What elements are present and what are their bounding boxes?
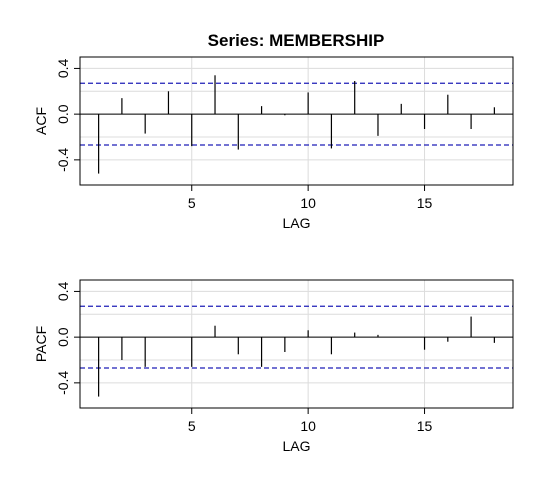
acf-plot-frame bbox=[79, 56, 514, 186]
acf-y-ticks: -0.4 0.0 0.4 bbox=[55, 58, 80, 172]
pacf-x-axis-label: LAG bbox=[282, 438, 310, 454]
pacf-x-tick-label: 5 bbox=[188, 418, 196, 434]
pacf-panel: 5 10 15 -0.4 0.0 0.4 LAG PACF bbox=[33, 279, 514, 454]
acf-y-tick-label: -0.4 bbox=[55, 148, 71, 172]
pacf-bars bbox=[98, 316, 495, 397]
acf-x-tick-label: 5 bbox=[188, 195, 196, 211]
pacf-frame bbox=[79, 279, 514, 409]
pacf-x-tick-label: 10 bbox=[300, 418, 316, 434]
acf-y-axis-label: ACF bbox=[33, 107, 49, 135]
acf-y-tick-label: 0.4 bbox=[55, 58, 71, 78]
acf-confidence-bands bbox=[80, 82, 513, 146]
pacf-y-tick-label: 0.0 bbox=[55, 327, 71, 347]
acf-panel: 5 10 15 -0.4 0.0 0.4 LAG ACF bbox=[33, 56, 514, 231]
pacf-y-axis-label: PACF bbox=[33, 326, 49, 362]
pacf-plot-frame bbox=[79, 279, 514, 409]
pacf-y-tick-label: 0.4 bbox=[55, 281, 71, 301]
acf-x-ticks: 5 10 15 bbox=[188, 185, 433, 211]
acf-x-tick-label: 10 bbox=[300, 195, 316, 211]
pacf-y-tick-label: -0.4 bbox=[55, 371, 71, 395]
pacf-x-tick-label: 15 bbox=[417, 418, 433, 434]
acf-x-axis-label: LAG bbox=[282, 215, 310, 231]
figure-title: Series: MEMBERSHIP bbox=[208, 31, 385, 50]
acf-x-tick-label: 15 bbox=[417, 195, 433, 211]
acf-y-tick-label: 0.0 bbox=[55, 104, 71, 124]
pacf-confidence-bands bbox=[80, 305, 513, 369]
acf-frame bbox=[79, 56, 514, 186]
pacf-x-ticks: 5 10 15 bbox=[188, 408, 433, 434]
pacf-y-ticks: -0.4 0.0 0.4 bbox=[55, 281, 80, 395]
acf-bars bbox=[98, 75, 495, 174]
